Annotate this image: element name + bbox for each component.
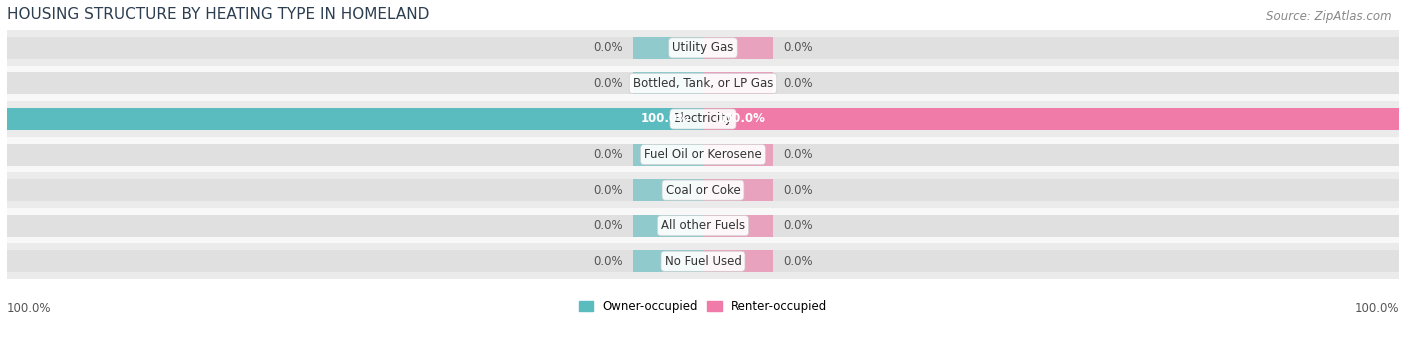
Bar <box>7 144 703 166</box>
Bar <box>7 108 703 130</box>
Text: 0.0%: 0.0% <box>783 148 813 161</box>
Bar <box>633 72 703 94</box>
Text: Utility Gas: Utility Gas <box>672 41 734 54</box>
Bar <box>7 215 703 237</box>
Bar <box>7 65 1399 101</box>
Text: 0.0%: 0.0% <box>593 41 623 54</box>
Bar <box>7 72 703 94</box>
Bar <box>703 179 1399 201</box>
Text: Coal or Coke: Coal or Coke <box>665 183 741 197</box>
Text: Source: ZipAtlas.com: Source: ZipAtlas.com <box>1267 10 1392 23</box>
Bar <box>7 208 1399 243</box>
Text: 0.0%: 0.0% <box>783 255 813 268</box>
Bar <box>703 144 773 166</box>
Text: HOUSING STRUCTURE BY HEATING TYPE IN HOMELAND: HOUSING STRUCTURE BY HEATING TYPE IN HOM… <box>7 7 429 22</box>
Bar <box>703 215 1399 237</box>
Text: 100.0%: 100.0% <box>7 302 52 315</box>
Bar <box>7 101 1399 137</box>
Bar <box>7 30 1399 65</box>
Bar <box>7 179 703 201</box>
Text: 0.0%: 0.0% <box>593 148 623 161</box>
Bar <box>7 172 1399 208</box>
Bar <box>703 72 773 94</box>
Bar <box>703 37 773 59</box>
Text: Electricity: Electricity <box>673 113 733 125</box>
Text: 100.0%: 100.0% <box>1354 302 1399 315</box>
Bar <box>633 144 703 166</box>
Text: 0.0%: 0.0% <box>593 219 623 232</box>
Text: 0.0%: 0.0% <box>783 77 813 90</box>
Bar <box>7 137 1399 172</box>
Text: 0.0%: 0.0% <box>783 41 813 54</box>
Bar <box>7 250 703 272</box>
Legend: Owner-occupied, Renter-occupied: Owner-occupied, Renter-occupied <box>574 296 832 318</box>
Bar <box>703 179 773 201</box>
Bar <box>703 250 1399 272</box>
Text: 0.0%: 0.0% <box>783 183 813 197</box>
Bar <box>703 108 1399 130</box>
Bar <box>703 72 1399 94</box>
Text: 0.0%: 0.0% <box>593 183 623 197</box>
Bar <box>703 215 773 237</box>
Text: Fuel Oil or Kerosene: Fuel Oil or Kerosene <box>644 148 762 161</box>
Text: No Fuel Used: No Fuel Used <box>665 255 741 268</box>
Text: 100.0%: 100.0% <box>640 113 689 125</box>
Text: Bottled, Tank, or LP Gas: Bottled, Tank, or LP Gas <box>633 77 773 90</box>
Text: 100.0%: 100.0% <box>717 113 766 125</box>
Bar <box>7 37 703 59</box>
Bar <box>7 243 1399 279</box>
Bar <box>633 250 703 272</box>
Bar <box>703 250 773 272</box>
Text: 0.0%: 0.0% <box>783 219 813 232</box>
Bar <box>633 37 703 59</box>
Bar <box>633 179 703 201</box>
Bar <box>633 215 703 237</box>
Bar <box>703 108 1399 130</box>
Bar <box>703 144 1399 166</box>
Bar <box>703 37 1399 59</box>
Bar <box>7 108 703 130</box>
Text: 0.0%: 0.0% <box>593 255 623 268</box>
Text: 0.0%: 0.0% <box>593 77 623 90</box>
Text: All other Fuels: All other Fuels <box>661 219 745 232</box>
